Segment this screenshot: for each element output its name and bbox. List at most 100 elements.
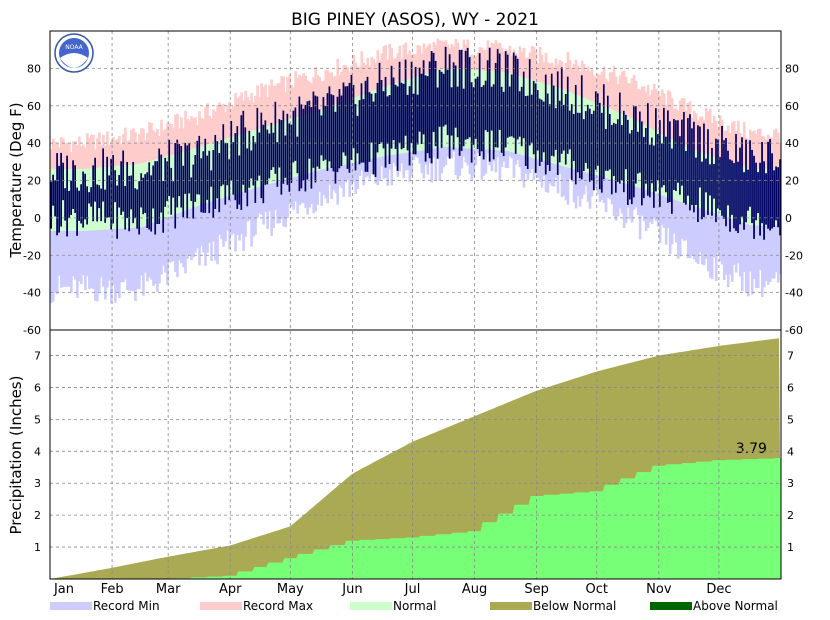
record-min-bar xyxy=(586,172,590,202)
observed-temp-bar xyxy=(150,175,153,232)
observed-temp-bar xyxy=(234,133,237,201)
observed-temp-bar xyxy=(390,65,393,149)
observed-temp-bar xyxy=(480,86,483,152)
record-min-bar xyxy=(168,216,171,263)
record-max-bar xyxy=(452,46,456,69)
record-min-bar xyxy=(430,148,434,183)
observed-temp-bar xyxy=(290,124,293,183)
observed-temp-bar xyxy=(118,175,121,208)
observed-temp-bar xyxy=(322,96,325,161)
record-min-bar xyxy=(612,180,616,217)
observed-temp-bar xyxy=(100,188,103,222)
record-min-bar xyxy=(270,183,273,236)
observed-temp-bar xyxy=(602,84,605,180)
observed-temp-bar xyxy=(102,148,105,202)
observed-temp-bar xyxy=(430,51,433,164)
temp-tick-label-left: 0 xyxy=(34,212,41,225)
record-max-bar xyxy=(232,106,235,137)
record-min-bar xyxy=(308,172,311,208)
record-min-bar xyxy=(144,225,147,273)
observed-temp-bar xyxy=(232,142,235,195)
record-min-bar xyxy=(576,170,580,196)
record-max-bar xyxy=(746,139,750,169)
record-min-bar xyxy=(466,148,470,166)
observed-temp-bar xyxy=(572,113,575,161)
record-max-bar xyxy=(122,134,125,166)
observed-temp-bar xyxy=(620,125,623,181)
record-max-bar xyxy=(454,38,458,70)
observed-temp-bar xyxy=(538,98,541,166)
record-min-bar xyxy=(314,171,317,212)
observed-temp-bar xyxy=(546,93,549,165)
record-max-bar xyxy=(584,70,588,99)
observed-temp-bar xyxy=(442,73,445,127)
record-min-bar xyxy=(80,230,83,284)
observed-temp-bar xyxy=(72,160,75,210)
record-min-bar xyxy=(744,223,748,293)
observed-temp-bar xyxy=(618,92,621,184)
observed-temp-bar xyxy=(564,94,567,165)
temp-tick-label-right: 20 xyxy=(785,175,799,188)
observed-temp-bar xyxy=(737,161,739,233)
record-max-bar xyxy=(546,62,550,85)
record-max-bar xyxy=(604,78,608,108)
record-max-bar xyxy=(418,45,422,77)
observed-temp-bar xyxy=(418,67,421,132)
observed-temp-bar xyxy=(568,110,571,150)
record-min-bar xyxy=(758,225,762,270)
record-max-bar xyxy=(668,91,672,139)
observed-temp-bar xyxy=(208,150,211,214)
record-min-bar xyxy=(236,193,239,235)
observed-temp-bar xyxy=(242,110,245,185)
record-min-bar xyxy=(88,230,91,289)
record-min-bar xyxy=(148,224,151,278)
record-min-bar xyxy=(190,208,193,261)
record-max-bar xyxy=(186,118,189,151)
record-max-bar xyxy=(196,125,199,148)
observed-temp-bar xyxy=(182,165,185,218)
record-max-bar xyxy=(166,123,169,157)
observed-temp-bar xyxy=(450,87,453,136)
observed-temp-bar xyxy=(366,76,369,172)
record-min-bar xyxy=(260,186,263,215)
record-min-bar xyxy=(680,202,684,239)
record-min-bar xyxy=(582,171,586,195)
observed-temp-bar xyxy=(496,48,499,148)
observed-temp-bar xyxy=(308,100,311,159)
record-min-bar xyxy=(130,227,133,292)
observed-temp-bar xyxy=(488,47,491,162)
observed-temp-bar xyxy=(126,161,129,219)
record-min-bar xyxy=(202,203,205,253)
record-max-bar xyxy=(708,108,712,156)
record-min-bar xyxy=(76,230,79,298)
observed-temp-bar xyxy=(739,147,741,225)
record-max-bar xyxy=(502,51,506,72)
observed-temp-bar xyxy=(214,134,217,210)
record-min-bar xyxy=(538,159,542,182)
observed-temp-bar xyxy=(594,91,597,170)
record-max-bar xyxy=(664,105,668,137)
record-min-bar xyxy=(86,230,89,277)
record-max-bar xyxy=(142,128,145,164)
record-min-bar xyxy=(618,181,622,209)
record-min-bar xyxy=(684,203,688,241)
observed-temp-bar xyxy=(703,123,705,218)
record-max-bar xyxy=(54,141,57,170)
record-max-bar xyxy=(776,132,780,170)
record-max-bar xyxy=(168,123,171,156)
record-min-bar xyxy=(766,225,770,285)
observed-temp-bar xyxy=(554,108,557,150)
record-min-bar xyxy=(280,180,283,219)
record-min-bar xyxy=(590,174,594,197)
observed-temp-bar xyxy=(641,121,643,206)
record-max-bar xyxy=(310,83,313,113)
record-min-bar xyxy=(146,224,149,282)
record-max-bar xyxy=(612,65,616,111)
observed-temp-bar xyxy=(548,104,551,171)
observed-temp-bar xyxy=(508,86,511,137)
record-min-bar xyxy=(68,230,71,287)
record-min-bar xyxy=(634,186,638,208)
record-min-bar xyxy=(212,200,215,242)
record-max-bar xyxy=(334,75,337,105)
observed-temp-bar xyxy=(324,105,327,160)
